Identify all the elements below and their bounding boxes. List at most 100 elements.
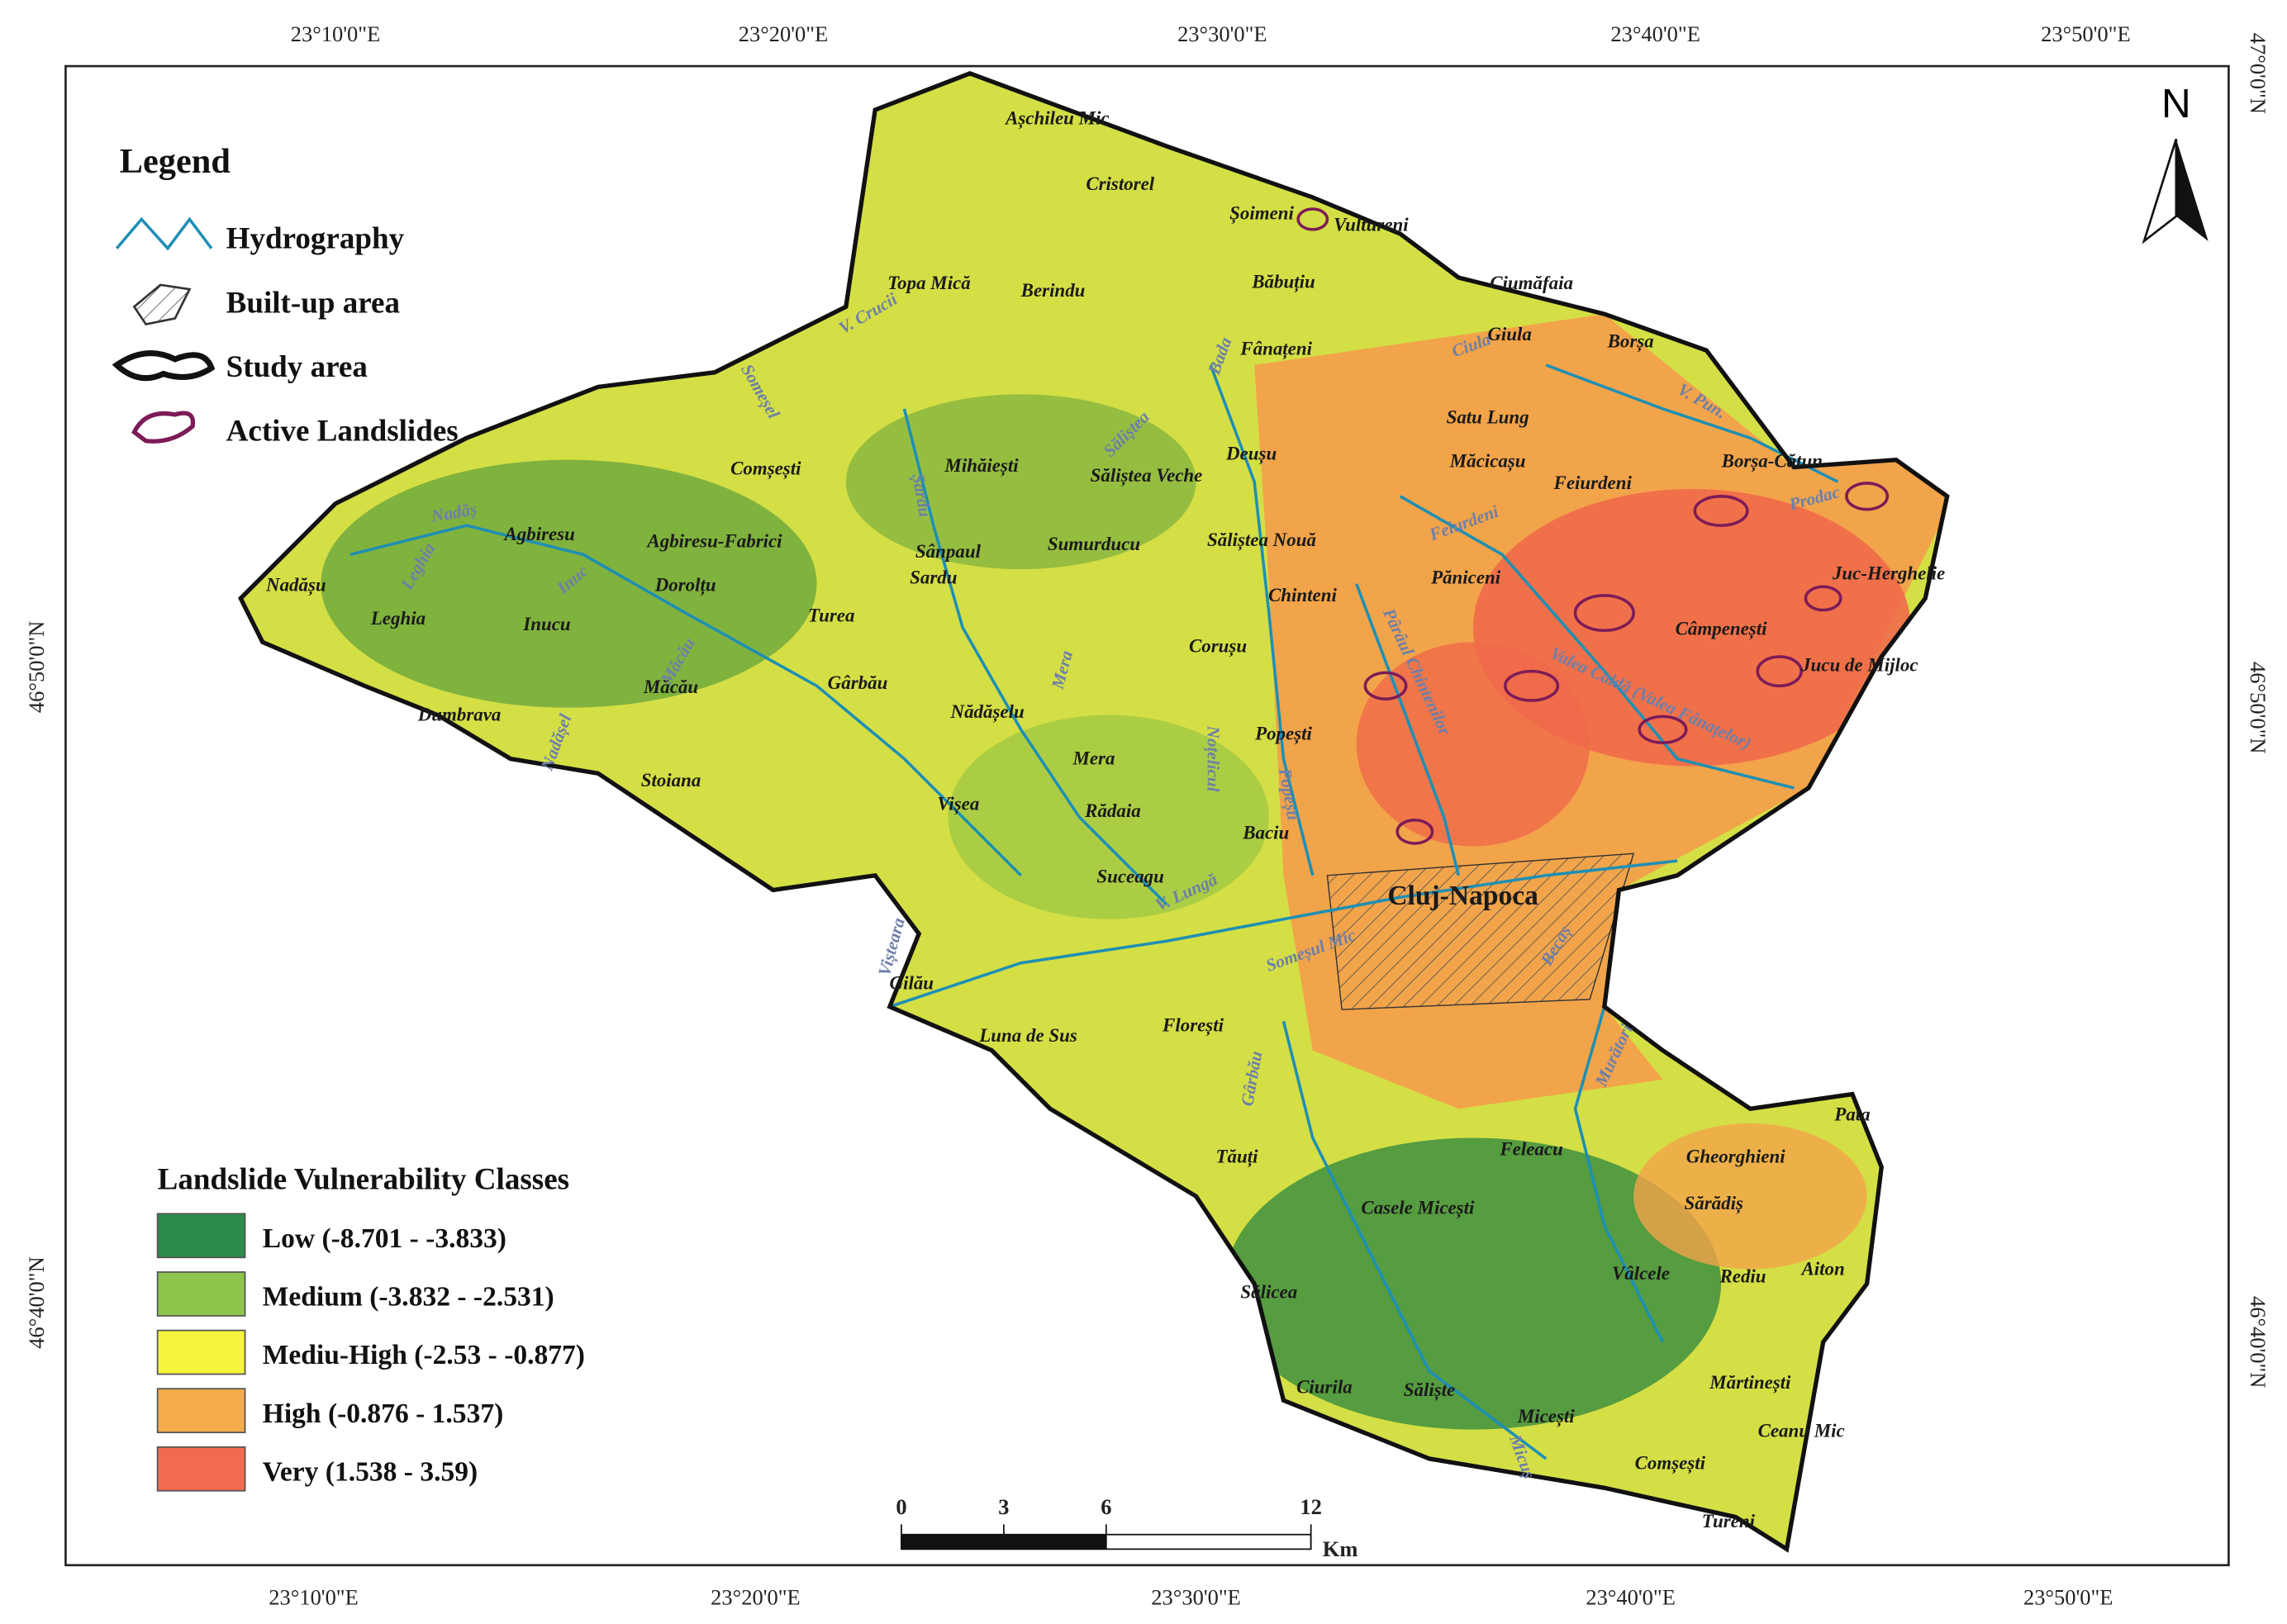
place-label: Gârbău xyxy=(828,672,888,693)
place-label: Sardu xyxy=(910,567,957,588)
cluj-built-up xyxy=(1326,852,1635,1010)
place-label: Nădășelu xyxy=(950,701,1025,723)
scale-unit: Km xyxy=(1323,1536,1358,1561)
top-coord-label: 23°10'0"E xyxy=(291,21,381,46)
place-label: Dorolțu xyxy=(654,575,716,596)
place-label: Corușu xyxy=(1189,636,1247,658)
scale-tick-label: 0 xyxy=(896,1494,906,1519)
class-swatch xyxy=(156,1329,246,1375)
class-swatch xyxy=(156,1446,246,1492)
place-label: Sânpaul xyxy=(915,541,982,562)
bottom-coord-label: 23°40'0"E xyxy=(1586,1584,1675,1609)
class-label: Medium (-3.832 - -2.531) xyxy=(263,1282,554,1313)
place-label: Suceagu xyxy=(1096,867,1164,887)
place-label: Florești xyxy=(1162,1015,1224,1037)
place-label: Sălișteа Veche xyxy=(1091,465,1203,487)
hydrography xyxy=(349,363,1839,1460)
place-label: Sălișteа Nouă xyxy=(1207,529,1316,551)
place-label: Nadășu xyxy=(265,575,326,596)
place-label: Dumbrava xyxy=(417,705,502,725)
class-label: Mediu-High (-2.53 - -0.877) xyxy=(263,1340,585,1370)
place-label: Rediu xyxy=(1719,1265,1766,1286)
place-label: Chinteni xyxy=(1268,585,1337,605)
place-label: Comșești xyxy=(1635,1452,1706,1474)
place-label: Luna de Sus xyxy=(978,1025,1077,1046)
class-label: Low (-8.701 - -3.833) xyxy=(263,1223,506,1254)
place-label: Stoiana xyxy=(641,770,701,791)
legend-title: Legend xyxy=(120,142,231,181)
place-label: Mărtinești xyxy=(1709,1372,1791,1394)
place-label: Agbiresu-Fabrici xyxy=(645,531,782,552)
place-label: Vultureni xyxy=(1334,215,1409,235)
place-label: Șoimeni xyxy=(1229,202,1294,224)
legend-symbols xyxy=(112,216,216,444)
scale-tick-label: 6 xyxy=(1101,1494,1111,1519)
place-label: Măcicașu xyxy=(1449,451,1526,472)
legend-item: Active Landslides xyxy=(226,415,459,449)
place-label: Feiurdeni xyxy=(1553,472,1633,493)
class-swatch xyxy=(156,1271,246,1317)
class-swatch xyxy=(156,1213,246,1259)
place-label: Vișea xyxy=(937,793,979,814)
place-label: Inucu xyxy=(522,614,570,634)
place-label: Jucu de Mijloc xyxy=(1800,655,1918,676)
bottom-coord-label: 23°30'0"E xyxy=(1151,1584,1241,1609)
bottom-coord-label: 23°50'0"E xyxy=(2023,1584,2113,1609)
place-label: Turea xyxy=(808,605,855,626)
place-label: Aiton xyxy=(1800,1258,1844,1279)
place-label: Baciu xyxy=(1242,823,1289,843)
bottom-coord-label: 23°10'0"E xyxy=(269,1584,359,1609)
place-label: Fânațeni xyxy=(1239,339,1312,360)
scale-tick-label: 12 xyxy=(1300,1494,1321,1519)
place-label: Borșa-Cătun xyxy=(1721,451,1823,472)
right-coord-label: 47°0'0"N xyxy=(2246,33,2270,114)
place-label: Păniceni xyxy=(1430,567,1501,588)
place-label: Câmpenești xyxy=(1676,619,1767,640)
place-label: Așchileu Mic xyxy=(1004,108,1110,130)
place-label: Popești xyxy=(1254,724,1312,745)
class-swatch xyxy=(156,1388,246,1434)
place-label: Sărădiș xyxy=(1685,1193,1743,1214)
classes-title: Landslide Vulnerability Classes xyxy=(158,1162,569,1196)
place-label: Ciumăfaia xyxy=(1490,273,1573,293)
place-label: Măcău xyxy=(643,677,698,697)
place-label: Pata xyxy=(1833,1104,1870,1124)
scale-tick-label: 3 xyxy=(998,1494,1009,1519)
place-label: Casele Micești xyxy=(1361,1197,1475,1218)
legend-item: Hydrography xyxy=(226,222,405,256)
top-coord-label: 23°50'0"E xyxy=(2041,21,2131,46)
place-label: Cluj-Napoca xyxy=(1387,881,1538,911)
place-label: Agbiresu xyxy=(502,524,574,544)
left-coord-label: 46°50'0"N xyxy=(24,621,49,713)
place-label: Vâlcele xyxy=(1612,1263,1670,1284)
place-label: Juc-Herghelie xyxy=(1832,563,1945,583)
place-label: Băbuțiu xyxy=(1251,271,1315,292)
place-label: Gilău xyxy=(890,972,934,993)
place-label: Tăuți xyxy=(1215,1147,1258,1168)
legend-item: Study area xyxy=(226,350,368,384)
place-label: Giula xyxy=(1487,324,1532,344)
bottom-coord-label: 23°20'0"E xyxy=(711,1584,801,1609)
place-label: Borșa xyxy=(1607,331,1654,353)
top-coord-label: 23°20'0"E xyxy=(739,21,828,46)
place-label: Tureni xyxy=(1702,1511,1756,1531)
left-coord-label: 46°40'0"N xyxy=(24,1256,49,1348)
place-label: Micești xyxy=(1517,1406,1575,1427)
place-label: Satu Lung xyxy=(1447,407,1529,428)
place-label: Berindu xyxy=(1020,280,1086,301)
place-label: Ceanu Mic xyxy=(1758,1420,1845,1441)
place-label: Sumurducu xyxy=(1048,534,1140,554)
place-label: Deușu xyxy=(1225,444,1277,465)
place-label: Topa Mică xyxy=(887,273,970,293)
top-coord-label: 23°40'0"E xyxy=(1610,21,1700,46)
place-label: Ciurila xyxy=(1296,1376,1353,1397)
place-label: Sălicea xyxy=(1240,1282,1297,1303)
place-label: Cristorel xyxy=(1086,173,1154,194)
place-label: Leghia xyxy=(370,608,426,629)
place-label: Rădaia xyxy=(1084,800,1141,821)
north-label: N xyxy=(2161,81,2191,126)
place-label: Mera xyxy=(1072,748,1115,769)
class-label: Very (1.538 - 3.59) xyxy=(263,1456,478,1487)
